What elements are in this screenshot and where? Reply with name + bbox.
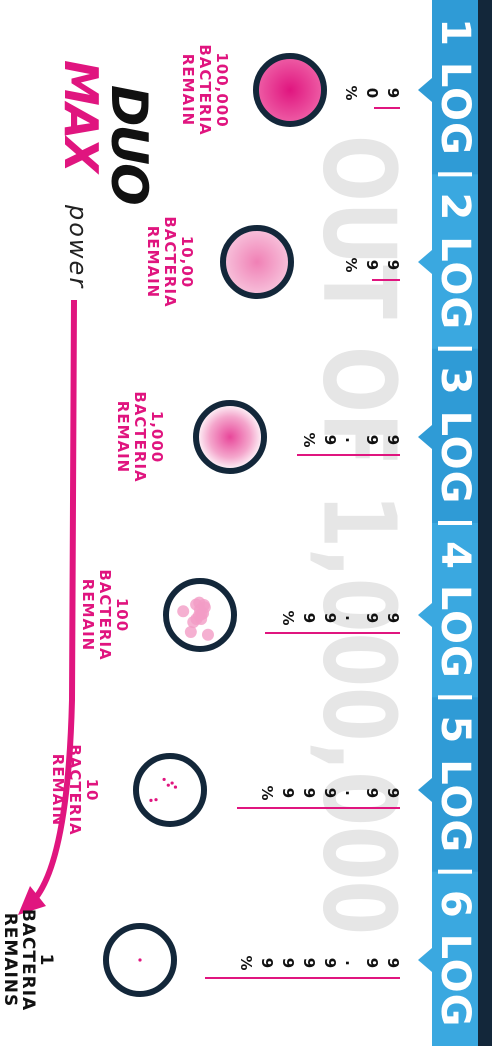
pointer bbox=[418, 778, 432, 802]
logo-max: MAX bbox=[58, 60, 104, 171]
logo-duo: DUO bbox=[104, 85, 154, 204]
bacteria-dot bbox=[202, 629, 214, 641]
pointer bbox=[418, 425, 432, 449]
remain-line: REMAINS bbox=[1, 890, 19, 1030]
percent: 90% bbox=[339, 84, 402, 102]
page: {"steps": [ {"log": "1 LOG", "percent": … bbox=[0, 0, 492, 1046]
remain-line: 100,000 bbox=[213, 20, 230, 160]
bacteria-dot bbox=[163, 778, 166, 781]
remain-line: BACTERIA bbox=[161, 192, 178, 332]
percent: 99.99% bbox=[276, 609, 402, 627]
remain-line: REMAIN bbox=[114, 367, 131, 507]
bacteria-dot bbox=[185, 626, 197, 638]
remain-line: REMAIN bbox=[79, 545, 96, 685]
log-label: 5 LOG bbox=[432, 697, 478, 871]
remain-line: BACTERIA bbox=[66, 720, 83, 860]
bacteria-dot bbox=[195, 613, 207, 625]
remain-line: REMAIN bbox=[144, 192, 161, 332]
log-label: 6 LOG bbox=[432, 872, 478, 1046]
percent: 99.9% bbox=[297, 431, 402, 449]
bacteria-dot bbox=[154, 798, 157, 801]
pointer bbox=[418, 948, 432, 972]
remain-line: BACTERIA bbox=[19, 890, 37, 1030]
remain-line: REMAIN bbox=[49, 720, 66, 860]
remain-line: BACTERIA bbox=[96, 545, 113, 685]
petri-dish bbox=[136, 756, 204, 824]
remain-line: 1,000 bbox=[148, 367, 165, 507]
percent: 99.9999% bbox=[234, 954, 402, 972]
log-label: 4 LOG bbox=[432, 523, 478, 697]
bacteria-dot bbox=[198, 599, 210, 611]
remain-line: 100 bbox=[113, 545, 130, 685]
bacteria-dot bbox=[138, 958, 141, 961]
remain-line: REMAIN bbox=[179, 20, 196, 160]
remain-line: BACTERIA bbox=[131, 367, 148, 507]
top-strip bbox=[478, 0, 492, 1046]
bacteria-dot bbox=[167, 784, 170, 787]
bacteria-dot bbox=[174, 785, 177, 788]
infographic: OUT OF 1,000,000 DUO MAX power 1 LOG 90% 1… bbox=[0, 0, 492, 1046]
remain-line: 1 bbox=[37, 890, 55, 1030]
bacteria-dot bbox=[177, 605, 189, 617]
log-label: 2 LOG bbox=[432, 174, 478, 348]
pointer bbox=[418, 603, 432, 627]
petri-dish bbox=[256, 56, 324, 124]
logo-power: power bbox=[64, 205, 92, 289]
log-label: 1 LOG bbox=[432, 0, 478, 174]
pointer bbox=[418, 78, 432, 102]
remain-line: 10 bbox=[83, 720, 100, 860]
petri-dish bbox=[223, 228, 291, 296]
watermark: OUT OF 1,000,000 bbox=[301, 135, 418, 935]
petri-dish bbox=[196, 403, 264, 471]
remain-line: 10,00 bbox=[178, 192, 195, 332]
bacteria-dot bbox=[171, 781, 174, 784]
remain-line: BACTERIA bbox=[196, 20, 213, 160]
bacteria-dot bbox=[149, 799, 152, 802]
log-label: 3 LOG bbox=[432, 349, 478, 523]
percent: 99% bbox=[339, 256, 402, 274]
percent: 99.999% bbox=[255, 784, 402, 802]
pointer bbox=[418, 250, 432, 274]
